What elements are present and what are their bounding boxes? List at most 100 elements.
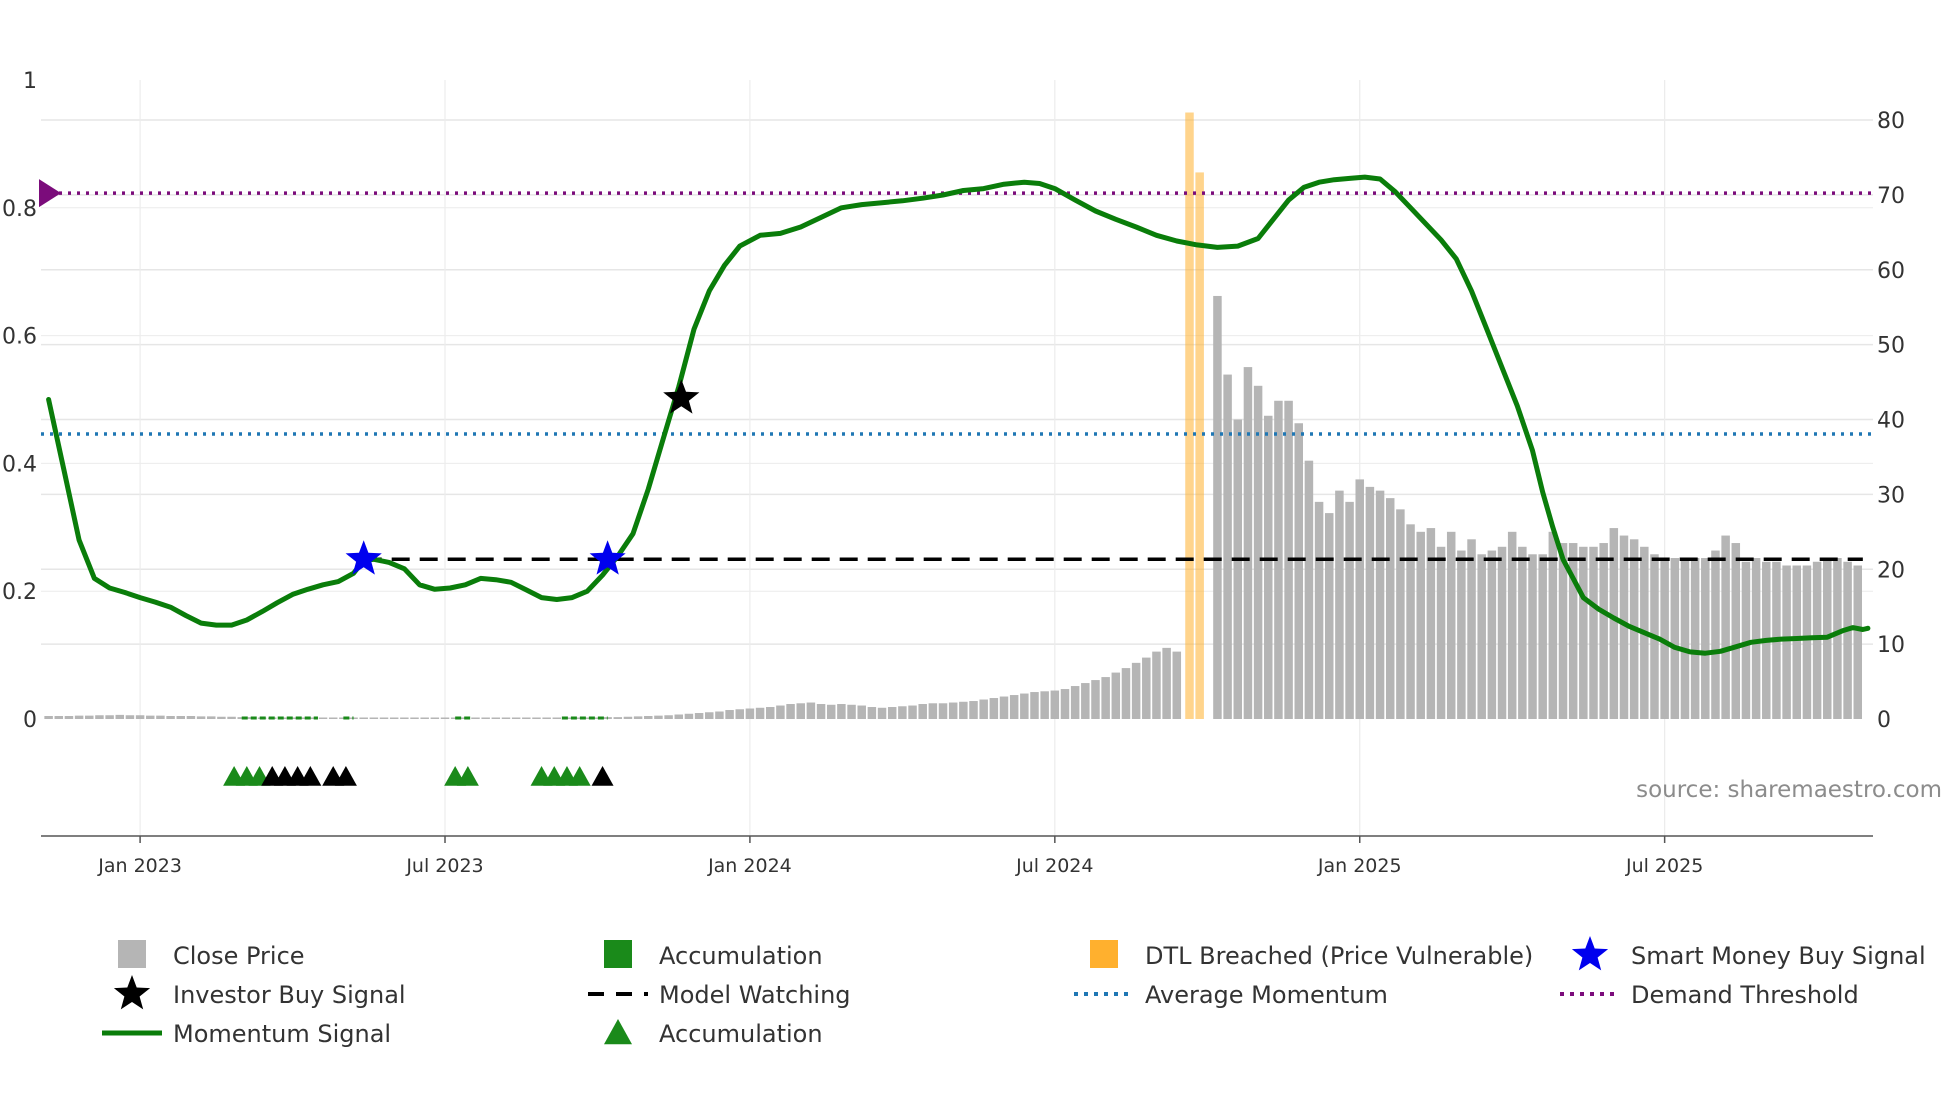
close-price-bar	[796, 703, 805, 719]
close-price-bar	[1518, 546, 1527, 719]
close-price-bar	[95, 715, 104, 719]
close-price-bar	[1101, 677, 1110, 719]
close-price-bar	[644, 716, 653, 719]
close-price-bar	[847, 704, 856, 719]
demand-threshold-marker	[39, 179, 61, 208]
close-price-bar	[1264, 415, 1273, 719]
close-price-bar	[1050, 690, 1060, 719]
close-price-bar	[125, 715, 135, 719]
close-price-bar	[430, 717, 440, 719]
close-price-bar	[715, 711, 724, 719]
close-price-bar	[328, 717, 338, 719]
close-price-bar	[1142, 657, 1151, 719]
close-price-bar	[1731, 543, 1741, 719]
close-price-bar	[1741, 561, 1751, 719]
close-price-bar	[115, 714, 125, 719]
smart-money-buy-star	[345, 540, 382, 575]
x-tick-label: Jan 2024	[707, 855, 792, 877]
close-price-bar	[826, 704, 836, 719]
close-price-bar	[1446, 531, 1456, 719]
close-price-bar	[623, 716, 633, 719]
close-price-bar	[481, 717, 490, 719]
close-price-bar	[1172, 651, 1182, 719]
close-price-bar	[1497, 546, 1507, 719]
close-price-bar	[1335, 490, 1344, 719]
x-tick-label: Jul 2024	[1015, 855, 1093, 877]
close-price-bar	[64, 716, 74, 719]
close-price-bar	[227, 716, 236, 719]
legend: Close Price Accumulation DTL Breached (Pri…	[102, 936, 1926, 1048]
close-price-bar	[1507, 531, 1517, 719]
close-price-bar	[816, 704, 826, 719]
x-tick-label: Jul 2023	[405, 855, 483, 877]
legend-item-avg: Average Momentum	[1074, 981, 1388, 1009]
left-tick-label: 0.8	[2, 197, 37, 222]
close-price-bar	[1070, 686, 1080, 719]
legend-item-dtl: DTL Breached (Price Vulnerable)	[1090, 940, 1533, 970]
close-price-bar	[1294, 423, 1304, 719]
close-price-bar	[1812, 561, 1822, 719]
close-price-bar	[684, 713, 694, 719]
close-price-bar	[196, 716, 206, 719]
legend-item-acc_bar: Accumulation	[604, 940, 823, 970]
smart-money-buy-star	[589, 540, 626, 575]
close-price-bar	[735, 709, 745, 719]
close-price-bar	[308, 717, 318, 719]
close-price-bar	[1060, 689, 1070, 719]
close-price-bar	[1833, 558, 1842, 719]
legend-item-watch: Model Watching	[588, 981, 851, 1009]
legend-item-close: Close Price	[118, 940, 305, 970]
investor-triangle	[299, 766, 322, 786]
close-price-bar	[1314, 501, 1324, 719]
close-price-bar	[1436, 546, 1446, 719]
investor-triangle	[334, 766, 357, 786]
close-price-bar	[654, 715, 663, 719]
legend-item-smart: Smart Money Buy Signal	[1571, 936, 1926, 971]
close-price-bar	[898, 706, 907, 719]
close-price-bar	[74, 715, 84, 719]
close-price-bar	[217, 716, 226, 719]
close-price-bar	[1538, 554, 1547, 719]
legend-label-acc_tri: Accumulation	[659, 1020, 823, 1048]
close-price-bar	[410, 717, 419, 719]
legend-item-momentum: Momentum Signal	[102, 1020, 391, 1048]
close-price-bar	[156, 715, 165, 719]
close-price-bar	[1619, 535, 1629, 719]
dtl-breached-bar	[1195, 172, 1204, 720]
investor-buy-star	[663, 379, 700, 414]
legend-swatch-acc_bar	[604, 940, 632, 968]
legend-swatch-close	[118, 940, 146, 968]
right-tick-label: 80	[1877, 109, 1905, 134]
close-price-bar	[146, 715, 155, 719]
close-price-bar	[1467, 539, 1476, 719]
right-tick-label: 0	[1877, 708, 1891, 733]
close-price-bar	[85, 715, 94, 719]
close-price-bar	[1416, 531, 1425, 719]
close-price-bar	[1528, 554, 1537, 719]
close-price-bar	[1711, 550, 1720, 719]
legend-label-close: Close Price	[173, 942, 305, 970]
close-price-bar	[765, 707, 775, 719]
close-price-bar	[918, 704, 927, 719]
close-price-bar	[298, 717, 307, 719]
close-price-bar	[1030, 692, 1039, 719]
close-price-bar	[1609, 528, 1619, 719]
momentum-signal-line	[46, 174, 1871, 656]
close-price-bar	[1324, 513, 1334, 719]
close-price-bar	[511, 717, 521, 719]
close-price-bar	[471, 717, 480, 719]
close-price-bar	[1040, 691, 1049, 719]
close-price-bar	[1020, 693, 1029, 719]
close-price-bar	[745, 708, 755, 719]
close-price-bar	[206, 716, 216, 719]
axes: Jan 2023 Jul 2023 Jan 2024 Jul 2024 Jan 2025…	[2, 69, 1905, 877]
close-price-bar	[948, 702, 958, 719]
left-tick-label: 0.4	[2, 452, 37, 477]
accumulation-triangle	[456, 766, 479, 786]
accumulation-triangle	[568, 766, 591, 786]
close-price-bar	[1345, 501, 1354, 719]
right-tick-label: 40	[1877, 409, 1905, 434]
x-tick-label: Jan 2023	[97, 855, 182, 877]
left-tick-label: 1	[23, 69, 37, 94]
close-price-bar	[1670, 558, 1680, 719]
